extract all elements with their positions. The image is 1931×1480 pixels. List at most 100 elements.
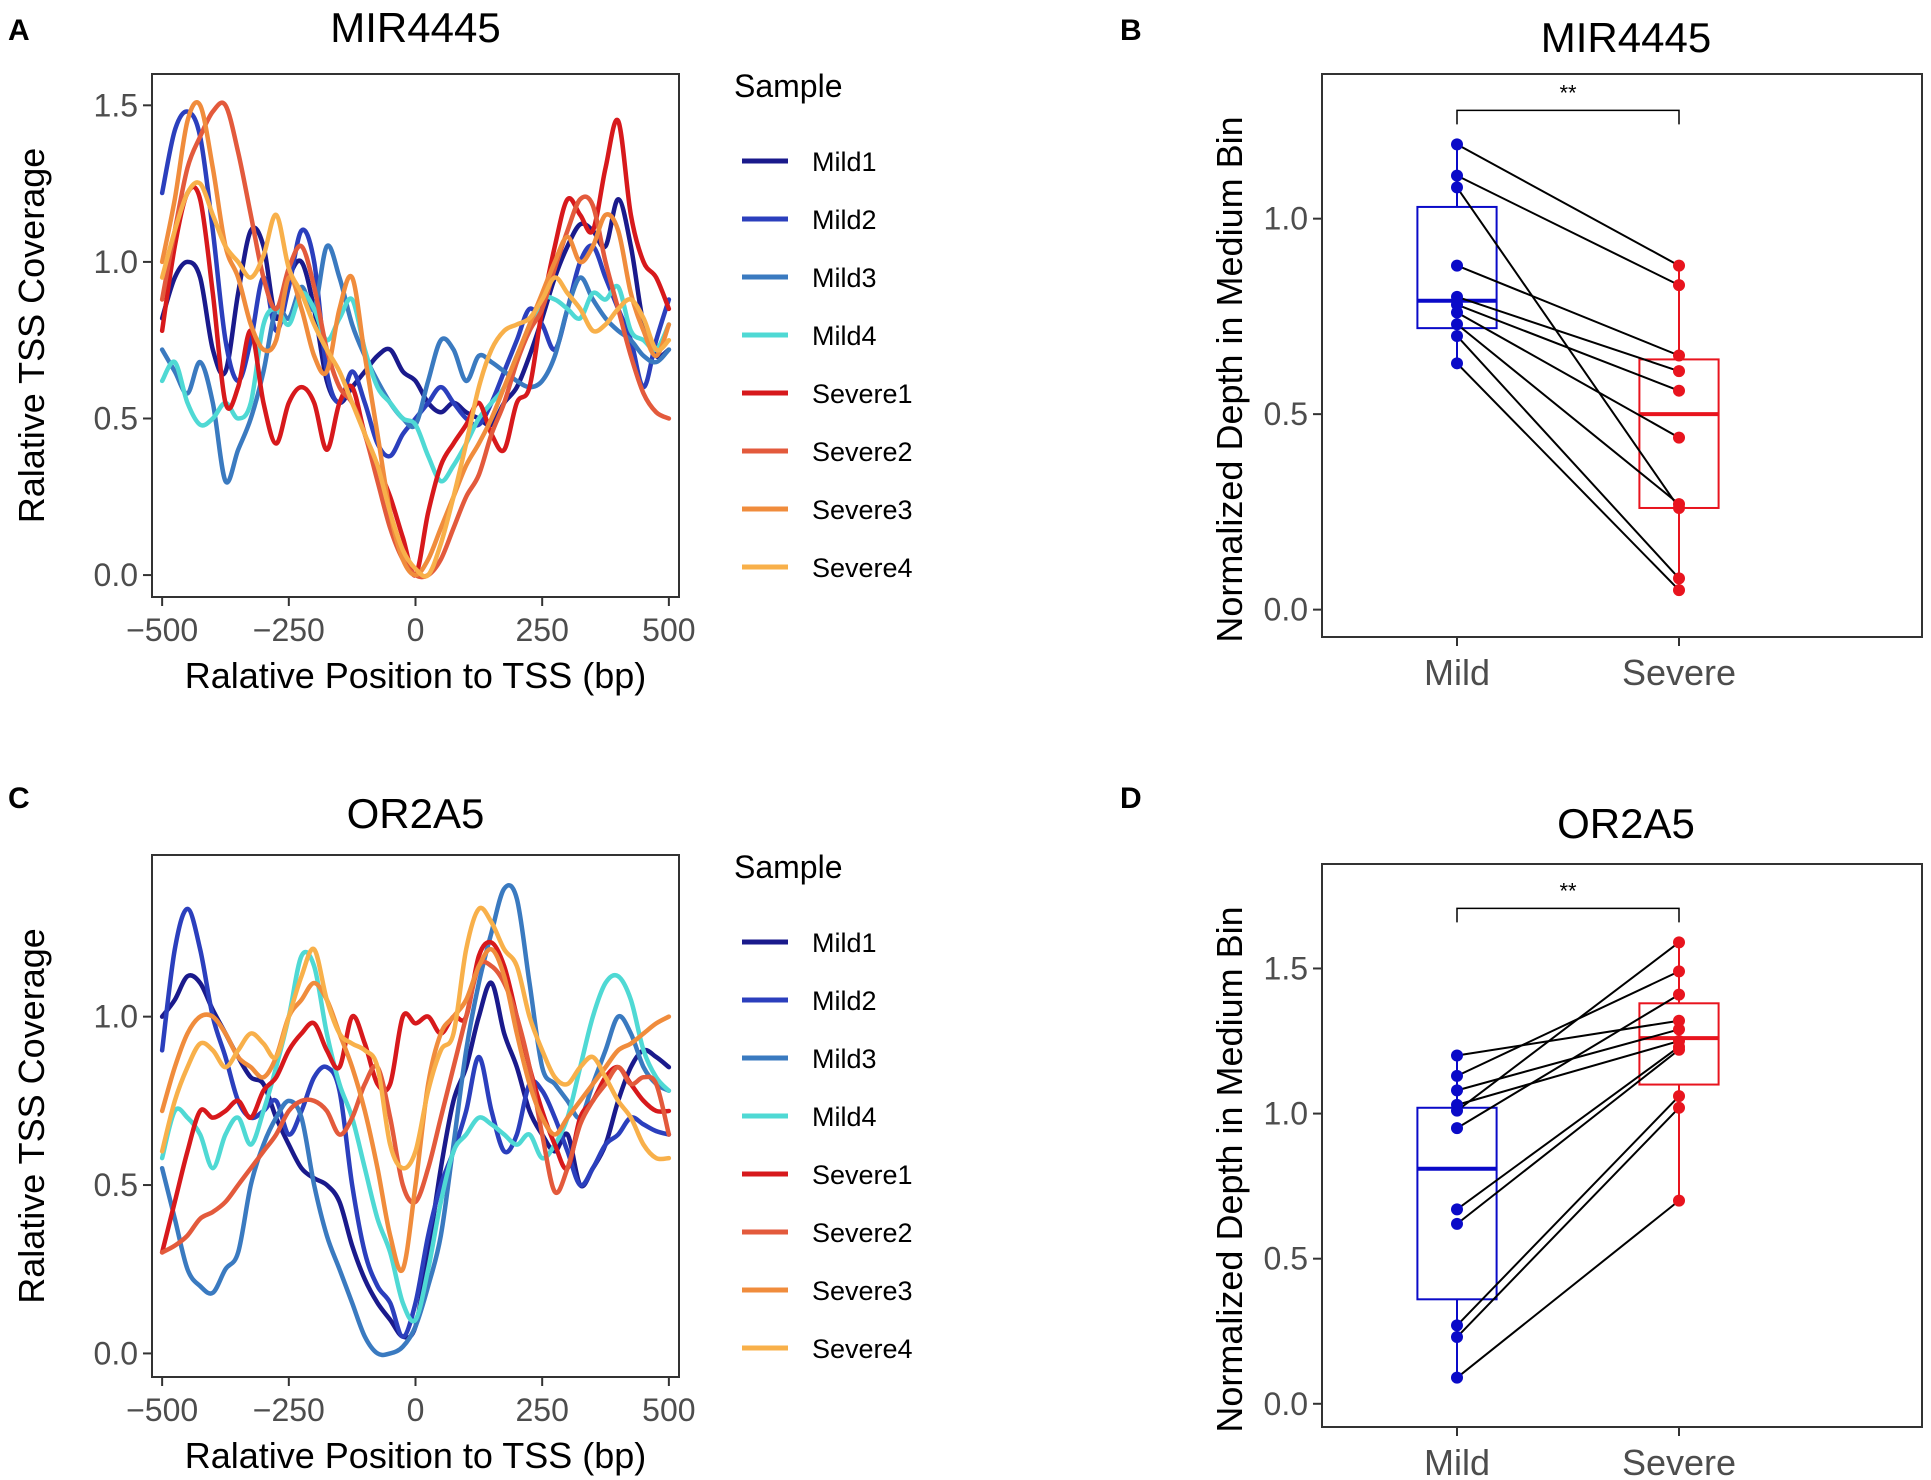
c-x-tick-label: −500 xyxy=(126,1392,198,1428)
c-y-axis-label: Ralative TSS Coverage xyxy=(11,928,52,1304)
d-category-label-mild: Mild xyxy=(1424,1442,1490,1480)
b-point-severe xyxy=(1673,572,1685,585)
b-point-mild xyxy=(1451,306,1463,319)
d-category-label-severe: Severe xyxy=(1622,1442,1736,1480)
d-point-severe xyxy=(1673,965,1685,978)
a-legend-label-mild2: Mild2 xyxy=(812,205,877,235)
a-series-line-severe1 xyxy=(159,117,672,578)
b-y-tick-label: 1.0 xyxy=(1264,201,1308,237)
b-point-severe xyxy=(1673,384,1685,397)
panel-letter-d: D xyxy=(1120,782,1142,815)
a-legend-title: Sample xyxy=(734,68,843,104)
d-pair-line xyxy=(1456,1199,1680,1379)
b-y-tick-label: 0.0 xyxy=(1264,592,1308,628)
d-pair-line xyxy=(1456,1019,1680,1057)
d-y-tick-label: 0.5 xyxy=(1264,1241,1308,1277)
b-pair-line xyxy=(1456,264,1680,357)
panel-a-line-chart: −500 −250 0 250 500 0.0 0.5 1.0 1.5 MIR4445 Ralati… xyxy=(11,4,913,696)
a-x-tick-label: 500 xyxy=(642,612,695,648)
d-pair-line xyxy=(1456,1040,1680,1106)
panel-letter-a: A xyxy=(8,14,30,47)
b-plot-border xyxy=(1321,73,1923,638)
d-point-mild xyxy=(1451,1122,1463,1135)
d-point-mild xyxy=(1451,1217,1463,1230)
b-point-mild xyxy=(1451,259,1463,272)
c-legend-label-severe4: Severe4 xyxy=(812,1334,913,1364)
b-point-severe xyxy=(1673,498,1685,511)
d-point-mild xyxy=(1451,1049,1463,1062)
c-legend-label-mild4: Mild4 xyxy=(812,1102,877,1132)
c-series-line-severe2 xyxy=(159,959,672,1255)
c-legend-title: Sample xyxy=(734,849,843,885)
b-point-severe xyxy=(1673,365,1685,378)
a-y-axis-label: Ralative TSS Coverage xyxy=(11,148,52,524)
d-y-tick-label: 1.0 xyxy=(1264,1096,1308,1132)
d-point-mild xyxy=(1451,1084,1463,1097)
b-pair-line xyxy=(1456,143,1680,267)
b-point-mild xyxy=(1451,318,1463,331)
a-chart-title: MIR4445 xyxy=(330,4,500,51)
d-significance-label: ** xyxy=(1559,878,1577,903)
c-series-line-severe3 xyxy=(159,946,672,1274)
a-y-tick-label: 1.0 xyxy=(94,244,138,280)
b-point-mild xyxy=(1451,329,1463,342)
a-legend-label-severe1: Severe1 xyxy=(812,379,913,409)
b-y-axis-label: Normalized Depth in Medium Bin xyxy=(1209,116,1250,642)
c-y-tick-label: 1.0 xyxy=(94,999,138,1035)
panel-c-line-chart: −500 −250 0 250 500 0.0 0.5 1.0 OR2A5 Ralative Po… xyxy=(11,790,913,1476)
b-point-severe xyxy=(1673,431,1685,444)
d-y-axis-label: Normalized Depth in Medium Bin xyxy=(1209,906,1250,1432)
a-legend-label-severe2: Severe2 xyxy=(812,437,913,467)
b-pair-line xyxy=(1456,174,1680,287)
d-pair-line xyxy=(1456,941,1680,1112)
d-point-severe xyxy=(1673,1090,1685,1103)
c-legend-label-severe2: Severe2 xyxy=(812,1218,913,1248)
b-pair-line xyxy=(1456,323,1680,505)
d-point-mild xyxy=(1451,1203,1463,1216)
b-point-mild xyxy=(1451,169,1463,182)
c-legend-label-severe3: Severe3 xyxy=(812,1276,913,1306)
d-pair-line xyxy=(1456,1048,1680,1225)
d-point-severe xyxy=(1673,1194,1685,1207)
d-box-severe xyxy=(1638,1002,1720,1086)
a-legend-label-mild3: Mild3 xyxy=(812,263,877,293)
a-x-tick-label: 250 xyxy=(515,612,568,648)
b-category-label-mild: Mild xyxy=(1424,652,1490,693)
a-x-axis-label: Ralative Position to TSS (bp) xyxy=(185,655,647,696)
a-legend-label-mild4: Mild4 xyxy=(812,321,877,351)
d-point-mild xyxy=(1451,1319,1463,1332)
b-chart-title: MIR4445 xyxy=(1541,14,1711,61)
panel-b-box-plot: ** 0.0 0.5 1.0 Mild Severe MIR4445 Normalized D… xyxy=(1209,14,1923,693)
c-chart-title: OR2A5 xyxy=(347,790,485,837)
d-y-tick-label: 0.0 xyxy=(1264,1386,1308,1422)
b-point-severe xyxy=(1673,584,1685,597)
b-pair-line xyxy=(1456,311,1680,439)
d-pair-line xyxy=(1456,993,1680,1129)
d-point-severe xyxy=(1673,1014,1685,1027)
panel-d-box-plot: ** 0.0 0.5 1.0 1.5 Mild Severe OR2A5 Normalized … xyxy=(1209,800,1923,1480)
c-x-tick-label: 0 xyxy=(407,1392,425,1428)
b-point-mild xyxy=(1451,181,1463,194)
c-y-tick-label: 0.5 xyxy=(94,1167,138,1203)
c-x-axis-label: Ralative Position to TSS (bp) xyxy=(185,1435,647,1476)
c-legend-label-mild3: Mild3 xyxy=(812,1044,877,1074)
b-point-mild xyxy=(1451,138,1463,151)
c-y-tick-label: 0.0 xyxy=(94,1335,138,1371)
d-point-severe xyxy=(1673,936,1685,949)
a-y-tick-label: 1.5 xyxy=(94,87,138,123)
d-point-mild xyxy=(1451,1371,1463,1384)
a-legend-label-mild1: Mild1 xyxy=(812,147,877,177)
d-point-severe xyxy=(1673,988,1685,1001)
d-y-tick-label: 1.5 xyxy=(1264,950,1308,986)
b-pair-line xyxy=(1456,295,1680,373)
d-point-mild xyxy=(1451,1104,1463,1117)
a-legend-label-severe4: Severe4 xyxy=(812,553,913,583)
b-point-severe xyxy=(1673,259,1685,272)
c-x-tick-label: 250 xyxy=(515,1392,568,1428)
d-pair-line xyxy=(1456,970,1680,1077)
c-legend-label-mild2: Mild2 xyxy=(812,986,877,1016)
c-legend-label-mild1: Mild1 xyxy=(812,928,877,958)
b-point-severe xyxy=(1673,279,1685,292)
d-significance-bracket xyxy=(1456,907,1680,923)
d-pair-line xyxy=(1456,1107,1680,1338)
